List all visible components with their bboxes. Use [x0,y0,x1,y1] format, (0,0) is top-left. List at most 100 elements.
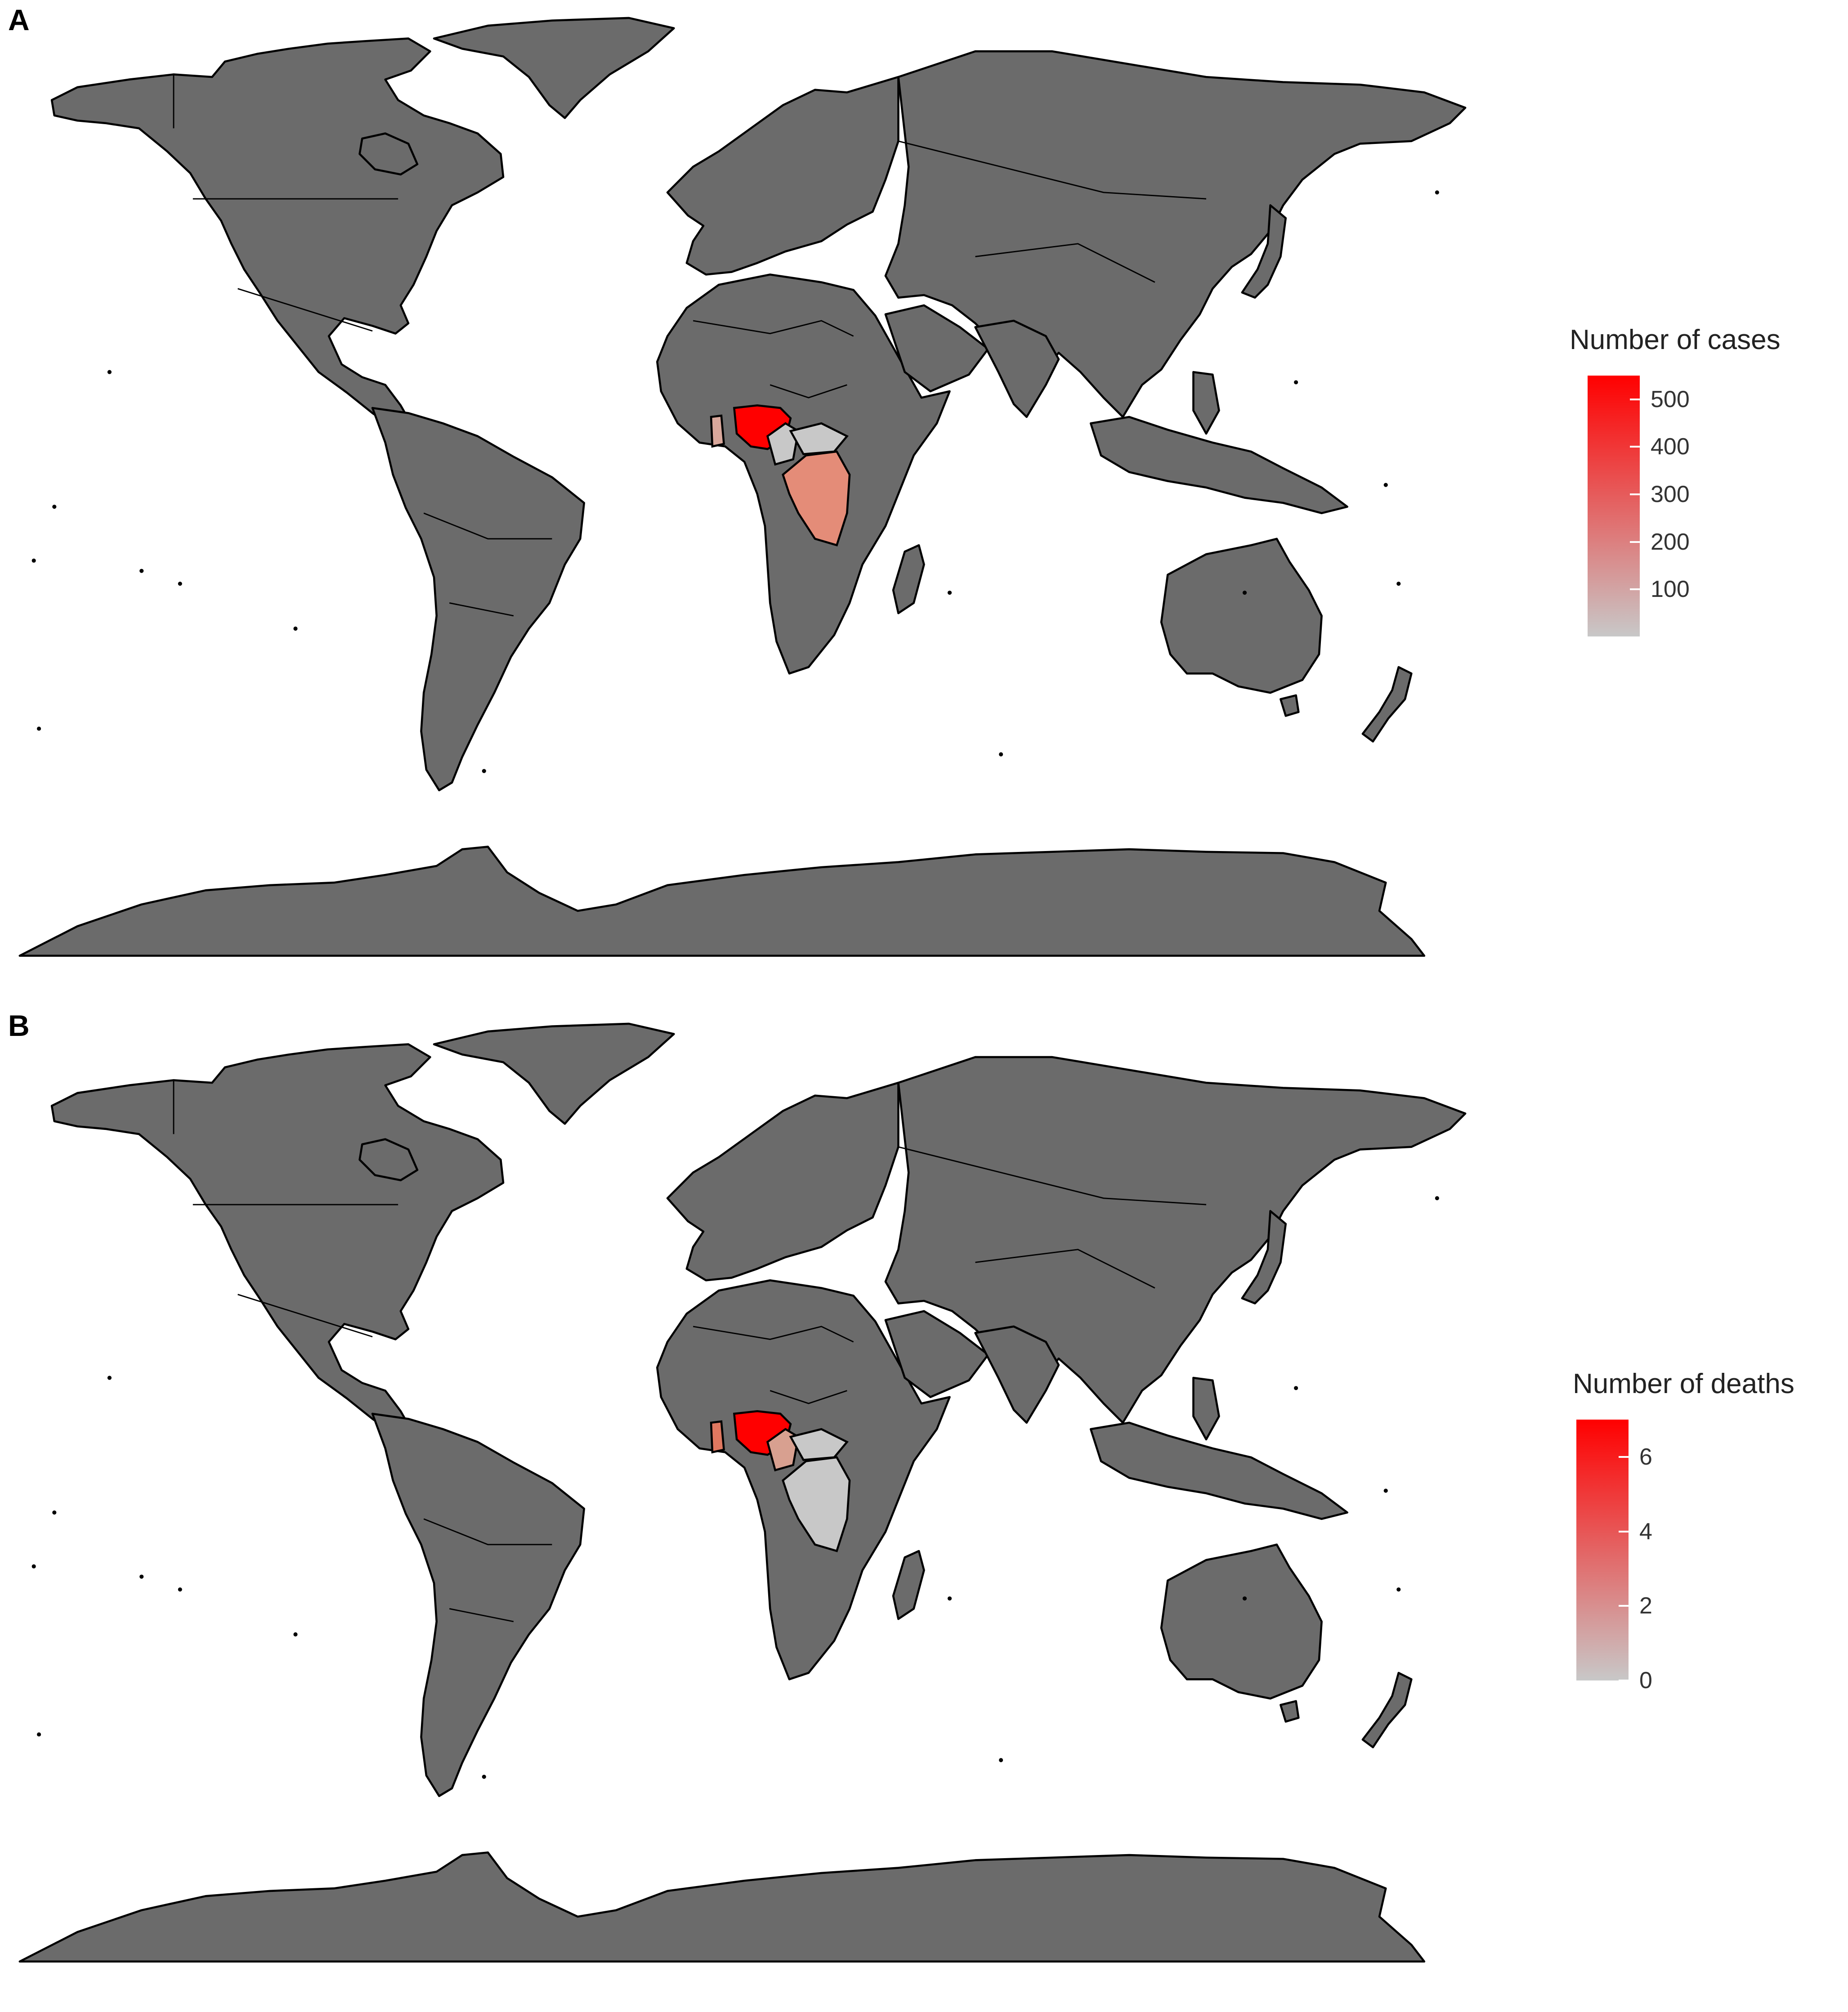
country-border [423,512,552,540]
world-map [18,1022,1467,1963]
island [1396,1587,1401,1592]
landmass-india [974,1325,1060,1424]
world-map [18,17,1467,957]
country-border [693,1326,854,1343]
legend-tick-mark [1630,588,1640,591]
country-central-african-republic [789,422,849,456]
landmass-arabia [884,304,989,393]
island [1294,1386,1298,1390]
landmass-greenland [433,1022,675,1125]
landmass-south-america [371,407,585,792]
landmass-australia [1160,1543,1323,1700]
legend-tick-label: 0 [1639,1667,1652,1694]
landmass-se-asia-islands [1089,1421,1348,1520]
island [293,1632,298,1637]
country-border [975,243,1155,283]
island [31,1564,36,1568]
legend-tick-mark [1630,398,1640,400]
legend-tick-label: 4 [1639,1518,1652,1545]
island [999,1758,1003,1762]
legend-tick-label: 500 [1651,386,1690,412]
landmass-tasmania [1280,1700,1300,1723]
island [1242,1596,1247,1601]
country-border [237,1294,373,1338]
landmass-north-america [50,37,505,432]
island [107,370,112,374]
island [52,1510,57,1515]
legend-tick-mark [1619,1530,1629,1533]
island [178,582,182,586]
landmass-new-zealand [1361,1671,1413,1748]
panel-label: A [8,3,30,36]
legend-tick-mark [1630,541,1640,543]
landmass-australia [1160,538,1323,694]
island [139,569,144,573]
island [107,1376,112,1380]
landmass-europe [666,76,899,276]
country-border [693,320,854,337]
island [1242,591,1247,595]
legend-tick-label: 2 [1639,1593,1652,1619]
landmass-north-america [50,1043,505,1438]
country-border [423,1518,552,1546]
landmass-tasmania [1280,694,1300,717]
island [947,1596,952,1601]
legend-tick-mark [1630,493,1640,496]
country-border [770,1390,847,1404]
legend-colorbar [1588,376,1640,636]
landmass-madagascar [892,1550,925,1620]
country-border [770,384,847,399]
legend-tick-label: 100 [1651,576,1690,603]
legend-tick-label: 200 [1651,529,1690,555]
landmass-japan [1241,1210,1287,1304]
island [1396,582,1401,586]
island [293,626,298,631]
island [139,1574,144,1579]
island [1294,380,1298,385]
country-border [975,1249,1155,1289]
island [1383,483,1388,487]
landmass-greenland [433,17,675,119]
legend-tick-mark [1619,1456,1629,1458]
legend-tick-mark [1619,1605,1629,1607]
legend-tick-label: 6 [1639,1443,1652,1470]
landmass-philippines [1192,371,1220,435]
panel-b: B Number of deaths 6 4 2 0 [0,1006,1848,2012]
landmass-japan [1241,204,1287,299]
country-border [898,1146,1207,1205]
island [482,769,486,773]
island [1435,190,1439,195]
country-central-african-republic [789,1428,849,1461]
country-border [449,602,514,617]
landmass-antarctica [18,846,1426,957]
country-ghana [710,1420,725,1454]
legend-colorbar [1576,1420,1629,1680]
landmass-arabia [884,1310,989,1398]
landmass-india [974,319,1060,418]
island [1435,1196,1439,1201]
island [37,726,41,731]
country-ghana [710,414,725,448]
country-border [898,140,1207,200]
landmass-madagascar [892,544,925,614]
landmass-south-america [371,1412,585,1797]
legend-tick-mark [1619,1680,1629,1681]
island [947,591,952,595]
panel-a: A Number of cases 500 400 300 200 100 [8,3,1781,957]
landmass-asia [884,50,1467,418]
island [31,558,36,563]
landmass-new-zealand [1361,666,1413,743]
legend-title: Number of deaths [1573,1368,1794,1399]
legend-tick-label: 300 [1651,481,1690,508]
country-cameroon [766,1428,800,1472]
island [482,1775,486,1779]
landmass-asia [884,1056,1467,1424]
legend-tick-label: 400 [1651,434,1690,460]
island [999,752,1003,757]
landmass-hudson-bay [358,1138,419,1182]
country-border [449,1608,514,1622]
landmass-hudson-bay [358,132,419,176]
landmass-antarctica [18,1851,1426,1963]
legend-tick-mark [1630,446,1640,448]
landmass-europe [666,1081,899,1282]
